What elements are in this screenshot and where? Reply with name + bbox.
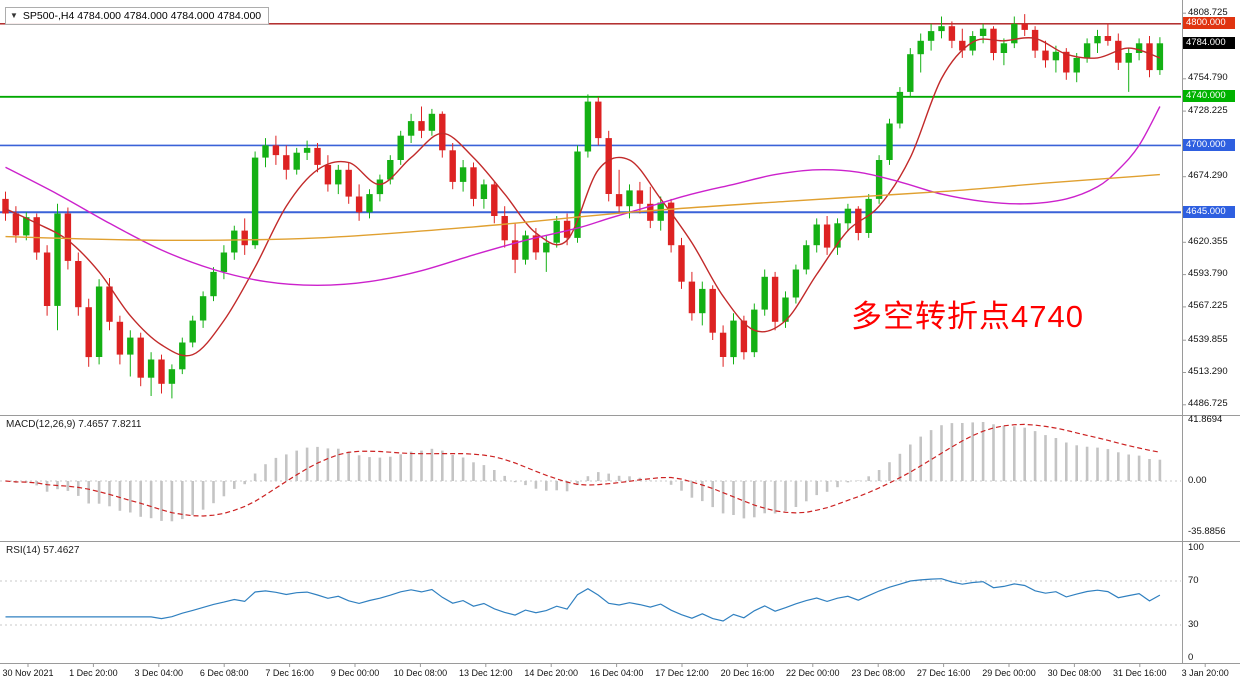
scale-tick-label: -35.8856: [1188, 526, 1226, 538]
rsi-indicator-label: RSI(14) 57.4627: [6, 545, 80, 556]
scale-tick-label: 41.8694: [1188, 414, 1223, 426]
candlestick-series: [2, 14, 1164, 399]
symbol-ohlc-text: SP500-,H4 4784.000 4784.000 4784.000 478…: [22, 9, 262, 22]
price-badge: 4784.000: [1183, 36, 1235, 49]
time-axis-label: 23 Dec 08:00: [851, 668, 905, 678]
time-axis-label: 20 Dec 16:00: [720, 668, 775, 678]
macd-signal-line: [5, 423, 1161, 517]
time-axis-label: 14 Dec 20:00: [524, 668, 578, 678]
time-axis-label: 17 Dec 12:00: [655, 668, 709, 678]
medium-ma-line: [5, 106, 1161, 287]
time-axis-label: 16 Dec 04:00: [589, 668, 644, 678]
scale-tick-label: 4620.355: [1188, 235, 1228, 247]
price-badge: 4740.000: [1183, 90, 1235, 103]
scale-tick-label: 30: [1188, 618, 1199, 630]
price-badge: 4645.000: [1183, 205, 1235, 218]
scale-tick-label: 0: [1188, 651, 1194, 663]
time-axis-label: 3 Dec 04:00: [134, 668, 184, 678]
axis-tick-marks: [27, 12, 1206, 667]
panel-separators: [0, 0, 1240, 664]
time-axis-label: 31 Dec 16:00: [1113, 668, 1167, 678]
time-axis-label: 22 Dec 00:00: [786, 668, 840, 678]
time-axis-label: 30 Dec 08:00: [1047, 668, 1102, 678]
time-axis[interactable]: 30 Nov 2021 1 Dec 20:00 3 Dec 04:00 6 Dec 0…: [0, 664, 1240, 687]
scale-tick-label: 4486.725: [1188, 398, 1228, 410]
rsi-line: [5, 578, 1161, 622]
time-axis-label: 9 Dec 00:00: [330, 668, 380, 678]
macd-histogram: [14, 422, 1162, 522]
fast-ma-line: [5, 37, 1161, 357]
scale-tick-label: 4513.290: [1188, 366, 1228, 377]
price-scale[interactable]: 4808.725 4754.790 4728.225 4674.290 4620.355…: [1182, 0, 1240, 664]
time-axis-label: 27 Dec 16:00: [916, 668, 971, 678]
symbol-dropdown-icon[interactable]: ▼: [10, 11, 18, 20]
scale-tick-label: 4728.225: [1188, 104, 1228, 116]
price-badge: 4800.000: [1183, 17, 1235, 30]
scale-tick-label: 70: [1188, 574, 1199, 586]
time-axis-label: 13 Dec 12:00: [459, 668, 513, 678]
price-badge: 4700.000: [1183, 138, 1235, 151]
time-axis-label: 3 Jan 20:00: [1181, 668, 1229, 678]
scale-tick-label: 4808.725: [1188, 6, 1228, 18]
time-axis-label: 30 Nov 2021: [2, 668, 54, 678]
time-axis-label: 7 Dec 16:00: [265, 668, 314, 678]
scale-tick-label: 4674.290: [1188, 170, 1228, 182]
macd-indicator-label: MACD(12,26,9) 7.4657 7.8211: [6, 419, 142, 430]
time-axis-label: 1 Dec 20:00: [69, 668, 118, 678]
scale-tick-label: 4593.790: [1188, 268, 1228, 280]
time-axis-label: 6 Dec 08:00: [199, 668, 249, 678]
scale-tick-label: 0.00: [1188, 474, 1207, 486]
scale-tick-label: 4754.790: [1188, 72, 1228, 84]
scale-tick-label: 4567.225: [1188, 300, 1228, 312]
symbol-ohlc-info: ▼ SP500-,H4 4784.000 4784.000 4784.000 4…: [5, 7, 270, 25]
scale-tick-label: 4539.855: [1188, 333, 1228, 345]
time-axis-label: 10 Dec 08:00: [393, 668, 448, 678]
slow-ma-line: [5, 173, 1160, 242]
chart-annotation-text: 多空转折点4740: [851, 299, 1084, 334]
scale-tick-label: 100: [1188, 541, 1204, 553]
time-axis-label: 29 Dec 00:00: [982, 668, 1036, 678]
